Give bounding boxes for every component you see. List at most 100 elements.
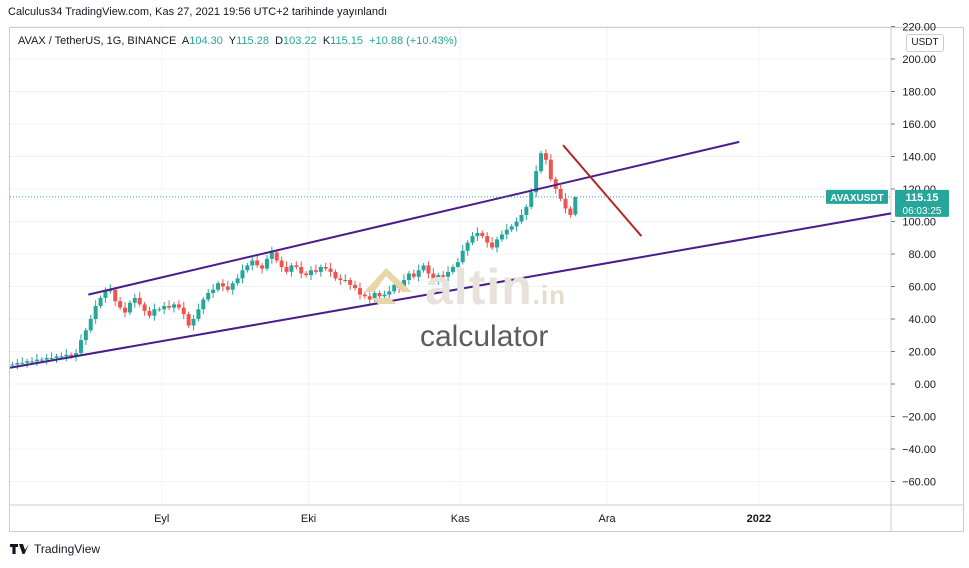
candle-body xyxy=(304,273,309,276)
candle-body xyxy=(460,250,465,263)
x-tick-label: Eki xyxy=(301,513,316,525)
candle-body xyxy=(191,319,196,326)
x-tick-label: 2022 xyxy=(747,513,771,525)
publish-caption: Calculus34 TradingView.com, Kas 27, 2021… xyxy=(8,6,388,18)
legend-open-label: A xyxy=(181,35,190,47)
channel-upper-line xyxy=(88,140,740,296)
candle-body xyxy=(98,297,103,306)
candle-body xyxy=(123,307,128,313)
x-tick-label: Eyl xyxy=(154,513,169,525)
candle-body xyxy=(441,275,446,277)
candle-body xyxy=(573,196,578,215)
y-tick-label: 180.00 xyxy=(902,87,936,99)
candle-body xyxy=(186,314,191,326)
legend-change: +10.88 (+10.43%) xyxy=(369,35,458,47)
candle-body xyxy=(225,286,230,290)
legend-high-label: Y xyxy=(228,35,237,47)
candle-body xyxy=(348,280,353,285)
candle-body xyxy=(436,275,441,280)
tradingview-footer[interactable]: TradingView xyxy=(10,542,100,556)
candle-body xyxy=(299,267,304,274)
candle-body xyxy=(235,278,240,284)
candle-body xyxy=(514,221,519,227)
candle-body xyxy=(333,271,338,279)
y-tick-label: −60.00 xyxy=(902,477,936,489)
candle-body xyxy=(220,283,225,287)
legend-close-value: 115.15 xyxy=(330,35,363,47)
candle-body xyxy=(142,304,147,311)
candle-body xyxy=(519,215,524,222)
legend-high-value: 115.28 xyxy=(236,35,269,47)
candle-body xyxy=(201,299,206,310)
candle-body xyxy=(74,353,79,357)
price-tag-box xyxy=(895,189,949,217)
candle-body xyxy=(30,361,35,363)
watermark-brand-text: altin xyxy=(425,259,533,315)
symbol-tag-box xyxy=(826,189,888,204)
y-tick-label: 200.00 xyxy=(902,54,936,66)
candle-body xyxy=(196,309,201,319)
candle-body xyxy=(289,265,294,272)
candle-body xyxy=(357,288,362,295)
candle-body xyxy=(338,278,343,280)
candle-body xyxy=(382,294,387,297)
currency-unit-button[interactable]: USDT xyxy=(906,34,944,52)
candle-body xyxy=(34,359,39,362)
watermark-domain: .in xyxy=(532,280,567,310)
legend-low-value: 103.22 xyxy=(283,35,317,47)
candle-body xyxy=(245,265,250,271)
candle-body xyxy=(568,208,573,215)
candle-body xyxy=(137,297,142,305)
chart-frame[interactable] xyxy=(9,27,964,532)
candle-body xyxy=(78,340,83,354)
candle-body xyxy=(387,291,392,295)
candle-body xyxy=(176,304,181,308)
candle-body xyxy=(353,284,358,289)
altin-logo-icon xyxy=(364,268,412,304)
y-tick-label: 0.00 xyxy=(915,379,936,391)
candle-body xyxy=(563,198,568,209)
candle-body xyxy=(490,242,495,248)
candle-body xyxy=(294,265,299,267)
candle-body xyxy=(475,232,480,237)
candle-body xyxy=(25,361,30,363)
candle-body xyxy=(127,302,132,313)
tradingview-logo-icon xyxy=(10,543,30,555)
candle-body xyxy=(49,358,54,359)
candle-body xyxy=(108,289,113,292)
candle-body xyxy=(313,270,318,272)
candle-body xyxy=(446,271,451,277)
candle-body xyxy=(343,280,348,281)
candle-body xyxy=(455,262,460,267)
candle-body xyxy=(284,267,289,272)
candle-body xyxy=(416,270,421,277)
y-tick-label: 20.00 xyxy=(908,347,936,359)
candle-body xyxy=(147,310,152,316)
candle-body xyxy=(485,236,490,243)
candle-body xyxy=(480,232,485,237)
price-tag-value: 115.15 xyxy=(905,192,938,204)
candle-body xyxy=(54,356,59,358)
price-tag-countdown: 06:03:25 xyxy=(903,206,942,217)
candle-body xyxy=(539,153,544,172)
legend-close-label: K xyxy=(322,35,331,47)
candle-body xyxy=(152,309,157,316)
y-tick-label: 140.00 xyxy=(902,152,936,164)
candle-body xyxy=(269,252,274,259)
candle-body xyxy=(59,356,64,358)
candle-body xyxy=(20,362,25,364)
y-tick-label: 80.00 xyxy=(908,249,936,261)
candle-body xyxy=(39,359,44,361)
y-tick-label: −20.00 xyxy=(902,412,936,424)
candle-body xyxy=(10,364,15,366)
candle-body xyxy=(255,260,260,266)
candle-body xyxy=(406,273,411,280)
candle-body xyxy=(44,358,49,360)
candle-body xyxy=(362,294,367,297)
candle-body xyxy=(64,354,69,357)
symbol-legend: AVAX / TetherUS, 1G, BINANCE A104.30 Y11… xyxy=(18,35,457,47)
candle-body xyxy=(534,171,539,193)
candle-body xyxy=(450,267,455,272)
candle-body xyxy=(167,306,172,308)
